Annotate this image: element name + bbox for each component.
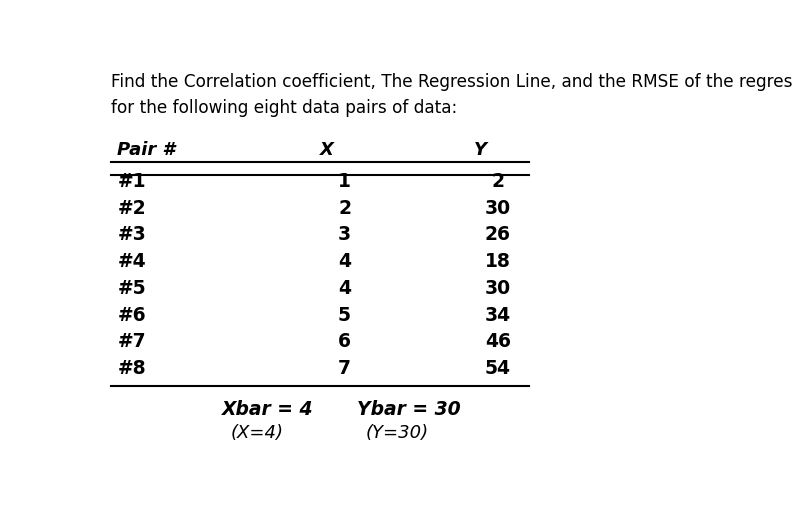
Text: #6: #6 [117,306,146,324]
Text: Xbar = 4: Xbar = 4 [222,400,314,419]
Text: Pair #: Pair # [117,141,175,159]
Text: (Y=30): (Y=30) [366,424,429,442]
Text: #1: #1 [117,172,146,191]
Text: 46: 46 [485,332,511,352]
Text: Y: Y [474,141,486,159]
Text: 2: 2 [338,199,351,218]
Text: Find the Correlation coefficient, The Regression Line, and the RMSE of the regre: Find the Correlation coefficient, The Re… [111,73,792,91]
Text: 6: 6 [338,332,351,352]
Text: 18: 18 [485,252,511,271]
Text: #4: #4 [117,252,146,271]
Text: #7: #7 [117,332,146,352]
Text: 3: 3 [338,225,351,244]
Text: for the following eight data pairs of data:: for the following eight data pairs of da… [111,99,458,117]
Text: 7: 7 [338,359,351,378]
Text: #2: #2 [117,199,146,218]
Text: Ybar = 30: Ybar = 30 [356,400,460,419]
Text: 54: 54 [485,359,511,378]
Text: 30: 30 [485,279,511,298]
Text: 2: 2 [492,172,505,191]
Text: 4: 4 [338,279,351,298]
Text: X: X [320,141,334,159]
Text: 1: 1 [338,172,351,191]
Text: 5: 5 [338,306,351,324]
Text: #8: #8 [117,359,146,378]
Text: (X=4): (X=4) [231,424,284,442]
Text: 26: 26 [485,225,511,244]
Text: 30: 30 [485,199,511,218]
Text: #5: #5 [117,279,146,298]
Text: 4: 4 [338,252,351,271]
Text: #3: #3 [117,225,147,244]
Text: 34: 34 [485,306,511,324]
